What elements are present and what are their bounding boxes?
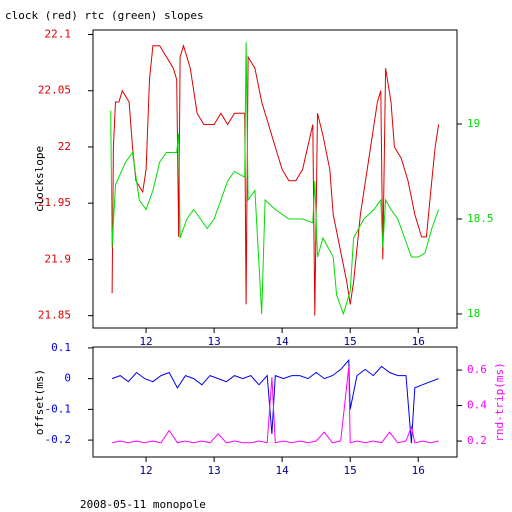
series-line — [111, 358, 439, 444]
series-line — [111, 43, 440, 316]
plot-frame — [92, 29, 458, 329]
series-line — [110, 42, 440, 316]
y-tick-label: 21.85 — [38, 309, 71, 322]
x-tick-label: 14 — [276, 335, 290, 348]
x-tick-label: 14 — [276, 464, 290, 477]
x-tick-label: 15 — [344, 335, 357, 348]
x-tick-label: 16 — [412, 464, 425, 477]
plot-frame — [92, 346, 458, 458]
chart-title: clock (red) rtc (green) slopes — [5, 9, 204, 22]
y2-tick-label: 19 — [467, 117, 480, 130]
y2-tick-label: 0.4 — [467, 399, 487, 412]
y-tick-label: 21.95 — [38, 196, 71, 209]
footer: 2008-05-11 monopole — [80, 498, 206, 511]
y2-tick-label: 18.5 — [467, 212, 494, 225]
y-tick-label: -0.2 — [45, 433, 72, 446]
x-tick-label: 13 — [207, 335, 220, 348]
series-line — [111, 366, 439, 444]
y-tick-label: 22 — [58, 140, 71, 153]
x-tick-label: 15 — [344, 464, 357, 477]
y2-tick-label: 0.2 — [467, 434, 487, 447]
y2-tick-label: 0.6 — [467, 363, 487, 376]
y2-axis-label: rnd-trip(ms) — [493, 362, 506, 441]
x-tick-label: 12 — [139, 335, 152, 348]
y-tick-label: 0.1 — [51, 341, 71, 354]
y2-tick-label: 18 — [467, 307, 480, 320]
y-tick-label: -0.1 — [45, 402, 72, 415]
y-tick-label: 0 — [64, 372, 71, 385]
y-axis-label: clockslope — [33, 146, 46, 212]
y-tick-label: 22.05 — [38, 84, 71, 97]
x-tick-label: 16 — [412, 335, 425, 348]
y-axis-label: offset(ms) — [33, 369, 46, 435]
x-tick-label: 12 — [139, 464, 152, 477]
y-tick-label: 21.9 — [45, 252, 72, 265]
x-tick-label: 13 — [207, 464, 220, 477]
y-tick-label: 22.1 — [45, 27, 72, 40]
